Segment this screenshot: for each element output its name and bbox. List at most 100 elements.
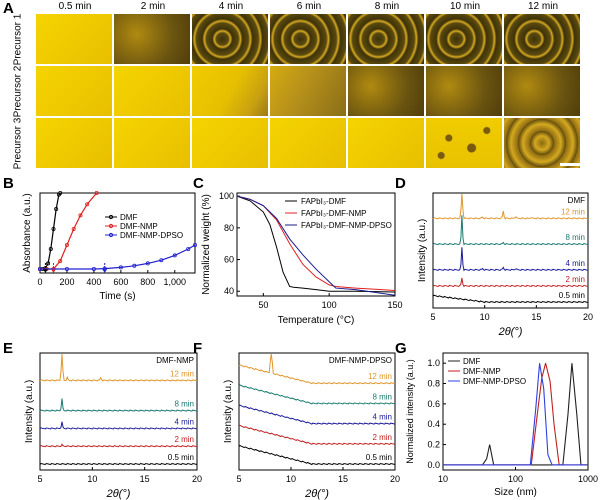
- panel-label-e: E: [3, 340, 14, 357]
- trace-label: 8 min: [174, 400, 194, 409]
- trace-label: 0.5 min: [559, 291, 585, 300]
- panel-label-a: A: [3, 0, 14, 17]
- micrograph-tile: [192, 118, 268, 168]
- x-tick-label: 400: [86, 277, 101, 287]
- data-point: [172, 253, 177, 258]
- data-point: [64, 267, 69, 272]
- series-group: [38, 191, 197, 272]
- chart-d-xrd-dmf: 5 10 15 20 2θ(°) Intensity (a.u.) DMF 0.5 min 2 …: [417, 192, 593, 338]
- micrograph-tile: [36, 118, 112, 168]
- x-tick-label: 10: [286, 474, 296, 484]
- chart-title: DMF-NMP-DPSO: [329, 356, 392, 365]
- legend-marker: [108, 232, 114, 238]
- legend-marker: [108, 214, 114, 220]
- x-tick-label: 5: [37, 474, 42, 484]
- y-axis-label: Normalized intensity (a.u.): [405, 359, 415, 464]
- micrograph-tile: [504, 14, 580, 64]
- legend-label: DMF-NMP-DPSO: [463, 377, 526, 386]
- micrograph-tile: [36, 66, 112, 116]
- data-point: [58, 191, 63, 196]
- legend-label: DMF-NMP: [463, 367, 501, 376]
- micrograph-tile: [426, 14, 502, 64]
- y-tick-label: 100: [219, 191, 234, 201]
- y-tick-label: 0.8: [427, 379, 440, 389]
- panel-label-f: F: [193, 340, 203, 357]
- micrograph-tile: [348, 118, 424, 168]
- x-tick-label: 20: [390, 474, 400, 484]
- xrd-trace: [238, 384, 396, 405]
- column-title: 0.5 min: [58, 1, 92, 12]
- y-tick-label: 0.4: [427, 419, 440, 429]
- y-axis-label: Intensity (a.u.): [417, 219, 428, 282]
- y-tick-label: 40: [224, 286, 234, 296]
- series-line: [443, 363, 588, 466]
- micrograph-tile: [348, 66, 424, 116]
- x-tick-label: 800: [140, 277, 155, 287]
- xrd-trace: [238, 353, 396, 385]
- x-tick-label: 10: [480, 312, 490, 322]
- x-axis-label: Temperature (°C): [278, 315, 355, 326]
- data-point: [51, 227, 56, 232]
- y-axis-label: Intensity (a.u.): [24, 380, 35, 443]
- micrograph-tile: [348, 14, 424, 64]
- trace-label: 0.5 min: [168, 453, 194, 462]
- xrd-trace: [238, 404, 396, 425]
- column-title: 10 min: [449, 1, 480, 12]
- column-title: 4 min: [218, 1, 244, 12]
- data-point: [145, 261, 150, 266]
- xrd-trace: [39, 353, 198, 382]
- data-point: [192, 243, 197, 248]
- x-tick-label: 15: [140, 474, 150, 484]
- plot-frame: [238, 352, 396, 471]
- trace-label: 2 min: [565, 275, 585, 284]
- chart-c-tga: 50 100 150 40 60 80 100 Temperature (°C) Normali…: [201, 191, 403, 326]
- legend-label: DMF: [120, 213, 137, 222]
- x-axis-label: 2θ(°): [304, 488, 329, 500]
- trace-label: 12 min: [170, 369, 194, 378]
- x-tick-label: 10: [438, 474, 448, 484]
- x-tick-label: 200: [59, 277, 74, 287]
- series-line: [236, 195, 396, 296]
- x-tick-label: 100: [508, 474, 523, 484]
- data-point: [48, 247, 53, 252]
- xrd-trace: [238, 424, 396, 445]
- trace-label: 12 min: [368, 372, 392, 381]
- x-axis-label: 2θ(°): [498, 326, 523, 338]
- y-tick-label: 0.2: [427, 440, 440, 450]
- x-tick-label: 1,000: [164, 277, 187, 287]
- x-tick-label: 20: [192, 474, 202, 484]
- trace-label: 4 min: [174, 417, 194, 426]
- legend-label: FAPbI₃-DMF-NMP-DPSO: [301, 221, 392, 230]
- legend-label: DMF: [463, 357, 480, 366]
- trace-label: 2 min: [174, 435, 194, 444]
- row-label: Precursor 3: [12, 117, 24, 170]
- x-tick-label: 5: [236, 474, 241, 484]
- data-point: [78, 213, 83, 218]
- xrd-trace: [39, 421, 198, 430]
- x-axis-label: 2θ(°): [106, 488, 131, 500]
- series-line: [443, 363, 588, 466]
- micrograph-tile: [426, 118, 502, 168]
- series-line-dmf-nmp: [40, 192, 98, 270]
- micrograph-tile: [192, 66, 268, 116]
- micrograph-tile: [270, 66, 346, 116]
- y-tick-label: 80: [224, 223, 234, 233]
- chart-f-xrd-dmf-nmp-dpso: 5 10 15 20 2θ(°) Intensity (a.u.) DMF-NMP-DPSO…: [223, 352, 400, 500]
- y-axis-label: Absorbance (a.u.): [22, 193, 33, 273]
- trace-label: 4 min: [565, 259, 585, 268]
- data-point: [58, 259, 63, 264]
- y-tick-label: 0.6: [427, 399, 440, 409]
- xrd-trace: [432, 193, 589, 220]
- legend-label: FAPbI₃-DMF-NMP: [301, 209, 366, 218]
- micrograph-tile: [270, 118, 346, 168]
- trace-label: 8 min: [565, 233, 585, 242]
- data-point: [94, 191, 99, 196]
- xrd-trace: [39, 398, 198, 412]
- series-line: [236, 195, 396, 293]
- trace-label: 8 min: [372, 392, 392, 401]
- x-axis-label: Time (s): [99, 291, 135, 302]
- data-point: [91, 267, 96, 272]
- series-line-dmf-nmp-dpso: [40, 244, 196, 270]
- data-point: [85, 202, 90, 207]
- micrograph-tile: [504, 66, 580, 116]
